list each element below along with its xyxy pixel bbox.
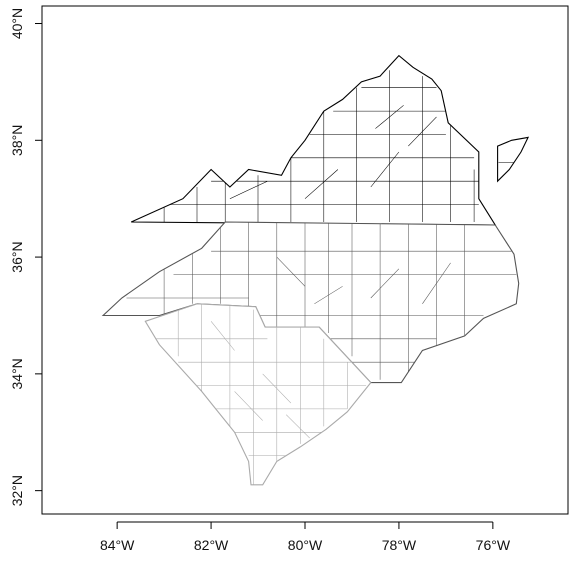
region-va-eastern-shore [497, 136, 530, 183]
county-boundary [422, 262, 451, 304]
county-boundary [370, 151, 400, 188]
va-eastern-shore-outline [497, 136, 530, 183]
x-tick-label: 80°W [288, 537, 323, 553]
county-boundary [210, 321, 235, 351]
y-tick-label: 34°N [9, 358, 25, 389]
y-axis: 32°N 34°N 36°N 38°N 40°N [9, 8, 43, 506]
x-tick-label: 84°W [100, 537, 135, 553]
county-boundary [276, 256, 306, 287]
county-boundary [370, 268, 400, 299]
region-sc [144, 303, 372, 486]
x-tick-label: 78°W [382, 537, 417, 553]
county-boundary [234, 391, 263, 421]
county-boundary [375, 105, 404, 129]
sc-county-lines [154, 303, 367, 485]
region-va [130, 54, 497, 226]
county-boundary [304, 169, 339, 199]
x-tick-label: 76°W [476, 537, 511, 553]
x-tick-label: 82°W [194, 537, 229, 553]
map-regions [101, 54, 530, 486]
y-tick-label: 32°N [9, 475, 25, 506]
county-boundary [286, 414, 310, 439]
x-axis: 84°W 82°W 80°W 78°W 76°W [100, 521, 511, 553]
va-county-lines [150, 70, 479, 222]
nc-county-lines [126, 222, 517, 380]
county-boundary [314, 286, 343, 305]
y-tick-label: 36°N [9, 241, 25, 272]
y-tick-label: 38°N [9, 125, 25, 156]
county-boundary [229, 180, 268, 199]
county-boundary [262, 373, 292, 404]
y-tick-label: 40°N [9, 8, 25, 39]
county-boundary [408, 116, 437, 147]
